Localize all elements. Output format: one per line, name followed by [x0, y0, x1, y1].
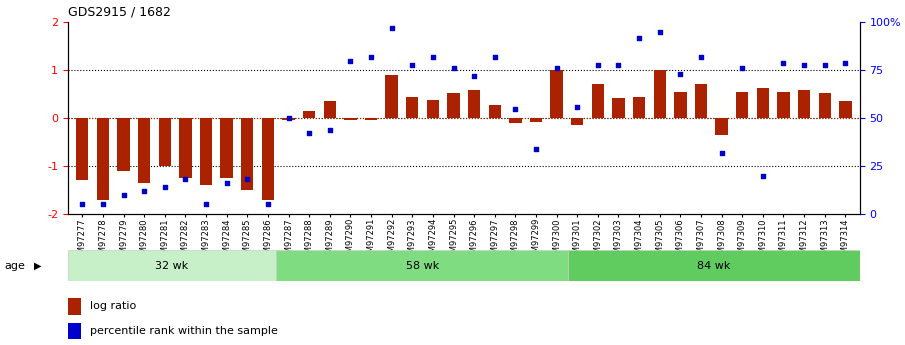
- Text: age: age: [5, 261, 25, 270]
- Bar: [447, 93, 460, 118]
- Bar: [68, 250, 276, 281]
- Point: [714, 150, 729, 155]
- Point: [632, 35, 646, 40]
- Bar: [97, 118, 110, 199]
- Text: ▶: ▶: [34, 261, 42, 270]
- Bar: [736, 92, 748, 118]
- Text: 58 wk: 58 wk: [405, 261, 439, 270]
- Bar: [550, 70, 563, 118]
- Point: [96, 201, 110, 207]
- Point: [199, 201, 214, 207]
- Point: [467, 73, 481, 79]
- Point: [117, 192, 131, 197]
- Point: [425, 54, 440, 60]
- Point: [178, 177, 193, 182]
- Bar: [613, 98, 624, 118]
- Point: [549, 66, 564, 71]
- Bar: [633, 97, 645, 118]
- Bar: [324, 101, 336, 118]
- Point: [157, 184, 172, 190]
- Point: [776, 60, 791, 66]
- Bar: [715, 118, 728, 135]
- Point: [591, 62, 605, 67]
- Bar: [282, 118, 295, 120]
- Bar: [674, 92, 687, 118]
- Bar: [757, 88, 769, 118]
- Point: [240, 177, 254, 182]
- Bar: [468, 90, 481, 118]
- Point: [261, 201, 275, 207]
- Point: [694, 54, 709, 60]
- Bar: [179, 118, 192, 178]
- Bar: [276, 250, 568, 281]
- Bar: [489, 105, 501, 118]
- Text: GDS2915 / 1682: GDS2915 / 1682: [68, 5, 171, 18]
- Bar: [68, 323, 81, 339]
- Text: 32 wk: 32 wk: [156, 261, 189, 270]
- Bar: [386, 75, 398, 118]
- Bar: [426, 100, 439, 118]
- Bar: [200, 118, 213, 185]
- Bar: [365, 118, 377, 120]
- Bar: [777, 92, 790, 118]
- Point: [570, 104, 585, 109]
- Text: percentile rank within the sample: percentile rank within the sample: [90, 326, 279, 336]
- Bar: [138, 118, 150, 183]
- Point: [446, 66, 461, 71]
- Bar: [798, 90, 810, 118]
- Point: [838, 60, 853, 66]
- Text: log ratio: log ratio: [90, 302, 137, 311]
- Point: [281, 115, 296, 121]
- Point: [137, 188, 151, 194]
- Bar: [653, 70, 666, 118]
- Point: [364, 54, 378, 60]
- Point: [653, 29, 667, 35]
- Point: [673, 71, 688, 77]
- Bar: [839, 101, 852, 118]
- Point: [488, 54, 502, 60]
- Bar: [529, 118, 542, 122]
- Point: [508, 106, 522, 111]
- Point: [529, 146, 543, 151]
- Bar: [818, 93, 831, 118]
- Text: 84 wk: 84 wk: [697, 261, 730, 270]
- Bar: [510, 118, 521, 123]
- Bar: [568, 250, 860, 281]
- Point: [611, 62, 625, 67]
- Point: [75, 201, 90, 207]
- Bar: [592, 84, 604, 118]
- Point: [385, 26, 399, 31]
- Point: [322, 127, 337, 132]
- Bar: [406, 97, 418, 118]
- Point: [219, 180, 233, 186]
- Bar: [262, 118, 274, 199]
- Point: [735, 66, 749, 71]
- Bar: [303, 111, 315, 118]
- Point: [796, 62, 811, 67]
- Bar: [118, 118, 129, 171]
- Point: [343, 58, 357, 63]
- Point: [302, 131, 317, 136]
- Bar: [221, 118, 233, 178]
- Bar: [76, 118, 89, 180]
- Bar: [68, 298, 81, 315]
- Point: [405, 62, 420, 67]
- Bar: [344, 118, 357, 120]
- Point: [756, 173, 770, 178]
- Bar: [695, 84, 707, 118]
- Bar: [571, 118, 584, 125]
- Bar: [241, 118, 253, 190]
- Point: [817, 62, 832, 67]
- Bar: [158, 118, 171, 166]
